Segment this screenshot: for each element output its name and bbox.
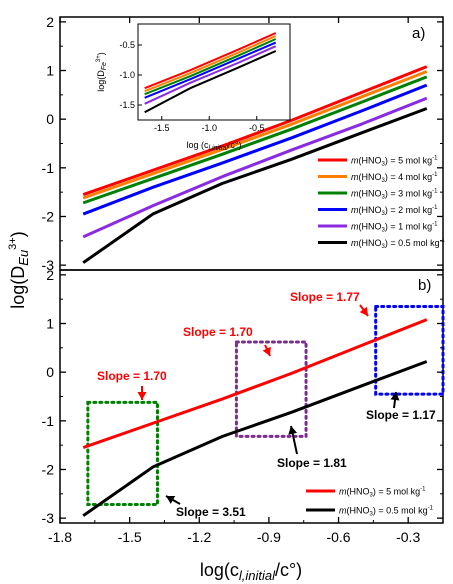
inset-series-line bbox=[144, 41, 277, 99]
legend-b-label: m(HNO3) = 0.5 mol kg-1 bbox=[339, 506, 434, 518]
legend-a-label: m(HNO3) = 2 mol kg-1 bbox=[351, 205, 438, 217]
legend-a-label: m(HNO3) = 3 mol kg-1 bbox=[351, 189, 438, 201]
a-ytick-label: 1 bbox=[46, 63, 54, 79]
inset-ytick-label: -0.5 bbox=[119, 40, 135, 50]
legend-b-entry: m(HNO3) = 5 mol kg-1 bbox=[306, 487, 426, 499]
inset-series-line bbox=[144, 32, 277, 90]
inset-plot: -1.5 -1.0 -0.5 -1.5 -1.0 -0.5 log(DFe3+) log … bbox=[96, 23, 291, 152]
b-xtick-label: -1.5 bbox=[118, 529, 142, 545]
slope-annotation-label: Slope = 1.70 bbox=[183, 325, 253, 339]
panel-a-series-line bbox=[82, 96, 428, 239]
panel-a: -3 -2 -1 0 1 2 a) m(HNO3) = 5 mol kg-1 m(HNO3)… bbox=[42, 14, 446, 273]
inset-ytick-label: -1.0 bbox=[119, 70, 135, 80]
b-ytick-label: -2 bbox=[42, 461, 55, 477]
highlight-box bbox=[234, 340, 308, 438]
b-xtick-label: -1.2 bbox=[187, 529, 211, 545]
legend-a-label: m(HNO3) = 4 mol kg-1 bbox=[351, 172, 438, 184]
slope-arrow-head bbox=[359, 306, 368, 316]
inset-series-line bbox=[144, 35, 277, 93]
panel-a-series-line bbox=[82, 83, 428, 216]
x-axis-title: log(cl,initial/c°) bbox=[200, 560, 302, 583]
slope-annotation: Slope = 3.51 bbox=[165, 495, 246, 519]
inset-xtick-label: -1.5 bbox=[154, 123, 170, 133]
panel-a-series-line bbox=[82, 70, 428, 200]
panel-a-label: a) bbox=[412, 25, 425, 42]
inset-xtick-label: -1.0 bbox=[201, 123, 217, 133]
slope-arrow-head bbox=[262, 346, 271, 356]
inset-series-line bbox=[144, 45, 277, 105]
a-ytick-label: -1 bbox=[42, 160, 55, 176]
slope-arrow-head bbox=[288, 426, 298, 435]
legend-b-label: m(HNO3) = 5 mol kg-1 bbox=[339, 487, 426, 499]
panel-a-series-line bbox=[82, 107, 428, 264]
b-ytick-label: 2 bbox=[46, 267, 54, 283]
inset-xtick-label: -0.5 bbox=[249, 123, 265, 133]
legend-a-entry: m(HNO3) = 0.5 mol kg-1 bbox=[318, 238, 446, 250]
inset-ytick-label: -1.5 bbox=[119, 100, 135, 110]
b-xtick-label: -0.9 bbox=[257, 529, 281, 545]
slope-arrow-head bbox=[390, 392, 400, 401]
slope-annotation-label: Slope = 1.77 bbox=[290, 290, 360, 304]
slope-annotation: Slope = 1.17 bbox=[366, 391, 436, 422]
panel-b-series-line bbox=[82, 360, 428, 517]
panel-a-series-line bbox=[82, 75, 428, 205]
legend-a-label: m(HNO3) = 1 mol kg-1 bbox=[351, 222, 438, 234]
highlight-box bbox=[86, 400, 159, 507]
slope-annotation: Slope = 1.77 bbox=[290, 290, 369, 317]
b-ytick-label: 1 bbox=[46, 316, 54, 332]
panel-b-frame bbox=[59, 269, 444, 524]
highlight-box bbox=[374, 304, 445, 396]
b-ytick-label: 0 bbox=[46, 364, 54, 380]
panel-b: -3 -2 -1 0 1 2 -1.8 -1.5 -1.2 -0.9 -0.6 -0.3 b) Slo… bbox=[42, 267, 445, 545]
panel-b-label: b) bbox=[418, 277, 431, 294]
legend-b-entry: m(HNO3) = 0.5 mol kg-1 bbox=[306, 506, 434, 518]
slope-annotation-label: Slope = 1.81 bbox=[277, 456, 347, 470]
b-xtick-label: -1.8 bbox=[48, 529, 72, 545]
legend-a-label: m(HNO3) = 0.5 mol kg-1 bbox=[351, 238, 446, 250]
legend-a-label: m(HNO3) = 5 mol kg-1 bbox=[351, 156, 438, 168]
a-ytick-label: 0 bbox=[46, 111, 54, 127]
legend-a-entry: m(HNO3) = 4 mol kg-1 bbox=[318, 172, 438, 184]
slope-annotation: Slope = 1.70 bbox=[97, 369, 167, 400]
inset-series-line bbox=[144, 38, 277, 96]
panel-a-series-line bbox=[82, 65, 428, 197]
slope-annotation-label: Slope = 1.70 bbox=[97, 369, 167, 383]
a-ytick-label: 2 bbox=[46, 14, 54, 30]
inset-series-line bbox=[144, 50, 277, 114]
b-ytick-label: -1 bbox=[42, 413, 55, 429]
slope-annotation-label: Slope = 1.17 bbox=[366, 408, 436, 422]
legend-a-entry: m(HNO3) = 2 mol kg-1 bbox=[318, 205, 438, 217]
y-axis-title: log(DEu3+) bbox=[7, 231, 31, 308]
a-ytick-label: -2 bbox=[42, 208, 55, 224]
inset-x-title: log (cl,initial/c°) bbox=[186, 140, 241, 152]
slope-annotation: Slope = 1.81 bbox=[277, 425, 347, 470]
b-ytick-label: -3 bbox=[42, 510, 55, 526]
slope-arrow-head bbox=[166, 496, 176, 504]
b-xtick-label: -0.6 bbox=[326, 529, 350, 545]
panel-b-series-line bbox=[82, 318, 428, 450]
legend-a-entry: m(HNO3) = 1 mol kg-1 bbox=[318, 222, 438, 234]
legend-a-entry: m(HNO3) = 5 mol kg-1 bbox=[318, 156, 438, 168]
slope-annotation: Slope = 1.70 bbox=[183, 325, 271, 357]
inset-y-title: log(DFe3+) bbox=[96, 52, 108, 92]
slope-arrow-head bbox=[137, 392, 147, 400]
slope-annotation-label: Slope = 3.51 bbox=[176, 505, 246, 519]
legend-a-entry: m(HNO3) = 3 mol kg-1 bbox=[318, 189, 438, 201]
a-ytick-label: -3 bbox=[42, 257, 55, 273]
b-xtick-label: -0.3 bbox=[396, 529, 420, 545]
